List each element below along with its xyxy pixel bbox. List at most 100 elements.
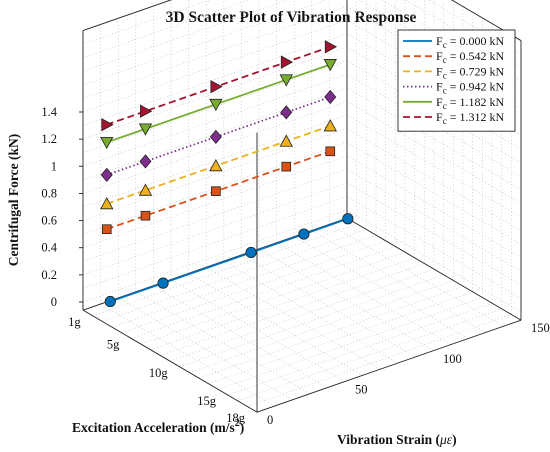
grid-line (346, 155, 522, 258)
grid-line (121, 240, 386, 334)
legend-entry-base: F (436, 80, 443, 94)
legend-entry-value: = 1.182 kN (447, 95, 505, 109)
grid-line (198, 285, 464, 379)
legend-entry-base: F (436, 34, 443, 48)
grid-line (189, 280, 454, 373)
grid-line (82, 19, 348, 113)
legend-entry: Fc = 0.542 kN (436, 49, 504, 65)
grid-line (223, 260, 398, 364)
data-point (281, 161, 292, 172)
data-point (139, 154, 152, 169)
data-point (140, 104, 153, 118)
data-point (342, 213, 354, 225)
legend-entry-base: F (436, 110, 443, 124)
legend-entry-base: F (436, 64, 443, 78)
legend-entry-value: = 0.942 kN (447, 80, 505, 94)
grid-line (206, 266, 381, 370)
data-point (140, 210, 151, 221)
data-point (100, 196, 114, 210)
legend-entry: Fc = 0.942 kN (436, 80, 504, 96)
x-tick-label: 1g (68, 315, 81, 329)
data-point (325, 146, 336, 157)
data-point (279, 74, 293, 87)
z-axis-label: Centrifugal Force (kN) (6, 134, 21, 266)
x-axis-label: Excitation Acceleration (m/s2) (72, 418, 244, 435)
grid-line (208, 291, 473, 385)
series-0 (104, 213, 354, 308)
axis-frame-line (256, 319, 522, 413)
data-point (324, 40, 338, 54)
y-axis-label-base: Vibration Strain ( (337, 432, 441, 447)
grid-line (100, 303, 275, 407)
legend-entry-sub: c (443, 101, 447, 111)
grid-line (227, 302, 493, 396)
x-axis-label-sup: 2 (235, 418, 240, 429)
grid-line (131, 246, 396, 339)
data-point (280, 105, 293, 120)
grid-line (247, 314, 512, 407)
legend-entry-base: F (436, 95, 443, 109)
z-tick-label: 0.6 (41, 214, 57, 228)
grid-line (111, 234, 377, 328)
data-point (209, 129, 222, 145)
legend-entry-value: = 0.000 kN (447, 34, 505, 48)
y-axis-label: Vibration Strain (με) (337, 432, 457, 447)
grid-line (294, 236, 469, 339)
data-point (324, 89, 337, 105)
grid-line (82, 46, 348, 140)
axis-frame-line (450, 0, 522, 41)
data-point (298, 228, 310, 240)
grid-line (329, 224, 504, 327)
y-tick-label: 50 (355, 382, 368, 396)
z-tick-label: 0 (51, 295, 57, 309)
data-point (101, 224, 112, 235)
grid-line (153, 285, 328, 388)
grid-line (82, 101, 348, 194)
legend-entry-sub: c (443, 55, 447, 65)
series-2 (100, 119, 337, 210)
data-point (279, 134, 293, 147)
series-group (100, 40, 354, 308)
grid-line (237, 308, 502, 402)
legend-entry-value: = 0.729 kN (447, 64, 505, 78)
grid-line (102, 229, 367, 322)
legend-entry-sub: c (443, 70, 447, 80)
data-point (138, 183, 153, 196)
data-point (101, 118, 114, 132)
grid-line (170, 279, 346, 382)
grid-line (258, 248, 434, 352)
data-point (100, 136, 114, 150)
grid-line (82, 0, 328, 86)
legend-entry: Fc = 0.000 kN (436, 34, 504, 50)
grid-line (150, 257, 415, 351)
grid-line (82, 0, 289, 72)
grid-line (92, 223, 357, 317)
series-5 (101, 40, 338, 132)
legend-entry-sub: c (443, 40, 447, 50)
data-point (323, 59, 337, 72)
y-axis-label-tail: ) (452, 432, 457, 447)
legend-entry-value: = 1.312 kN (447, 110, 505, 124)
data-point (157, 277, 169, 289)
grid-line (82, 155, 348, 248)
data-point (323, 119, 337, 132)
grid-line (346, 209, 522, 313)
legend-entry: Fc = 1.312 kN (436, 110, 504, 126)
grid-line (82, 196, 348, 289)
legend-entry: Fc = 1.182 kN (436, 95, 504, 111)
grid-line (82, 0, 250, 58)
grid-line (82, 74, 348, 167)
x-tick-label: 5g (107, 337, 120, 351)
legend-entry-sub: c (443, 86, 447, 96)
grid-line (82, 209, 348, 303)
data-point (100, 167, 113, 183)
x-axis-label-base: Excitation Acceleration (m/s (72, 420, 235, 435)
y-tick-label: 0 (267, 413, 273, 427)
data-point (209, 98, 223, 112)
z-tick-label: 0.4 (41, 241, 57, 255)
axis-frame-line (82, 309, 258, 413)
z-tick-label: 0.2 (41, 268, 57, 282)
grid-line (169, 268, 435, 362)
grid-line (160, 263, 425, 356)
